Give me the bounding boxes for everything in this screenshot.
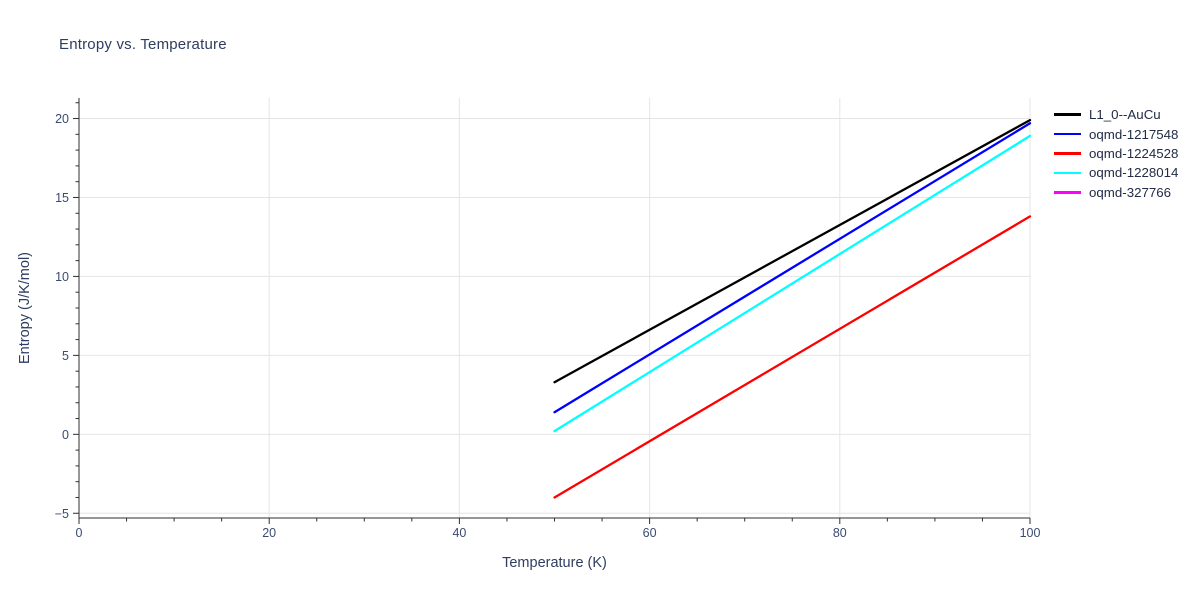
x-axis-label: Temperature (K) (502, 555, 607, 571)
x-tick-label: 20 (262, 526, 276, 540)
legend-swatch (1054, 113, 1081, 116)
series-line-oqmd-1217548 (553, 122, 1032, 414)
legend-swatch (1054, 132, 1081, 136)
x-tick-label: 80 (833, 526, 847, 540)
x-tick-label: 100 (1020, 526, 1041, 540)
y-tick-label: 10 (55, 270, 69, 284)
legend-item: oqmd-1228014 (1054, 163, 1178, 182)
series-line-oqmd-1224528 (553, 215, 1032, 499)
legend-item: L1_0--AuCu (1054, 105, 1178, 124)
legend-swatch (1054, 190, 1081, 194)
y-tick-label: 20 (55, 112, 69, 126)
legend-label: oqmd-1217548 (1089, 126, 1179, 142)
legend-item: oqmd-1224528 (1054, 144, 1178, 163)
x-tick-label: 40 (452, 526, 466, 540)
y-tick-label: −5 (55, 507, 69, 521)
legend-item: oqmd-1217548 (1054, 124, 1178, 143)
series-line-oqmd-1228014 (553, 134, 1032, 433)
legend-swatch (1054, 152, 1081, 155)
y-tick-label: 0 (62, 428, 69, 442)
legend-label: oqmd-1228014 (1089, 165, 1179, 181)
legend-item: oqmd-327766 (1054, 183, 1178, 202)
series-line-L1_0--AuCu (553, 118, 1032, 384)
x-tick-label: 0 (76, 526, 83, 540)
y-axis-label: Entropy (J/K/mol) (17, 252, 33, 364)
legend-label: oqmd-327766 (1089, 184, 1172, 200)
x-tick-label: 60 (643, 526, 657, 540)
chart-title: Entropy vs. Temperature (59, 36, 227, 53)
y-tick-label: 15 (55, 191, 69, 205)
legend-swatch (1054, 171, 1081, 175)
y-tick-label: 5 (62, 349, 69, 363)
legend-label: L1_0--AuCu (1089, 107, 1161, 123)
legend: L1_0--AuCu oqmd-1217548 oqmd-1224528 oqmd-1… (1054, 105, 1178, 202)
legend-label: oqmd-1224528 (1089, 145, 1179, 161)
